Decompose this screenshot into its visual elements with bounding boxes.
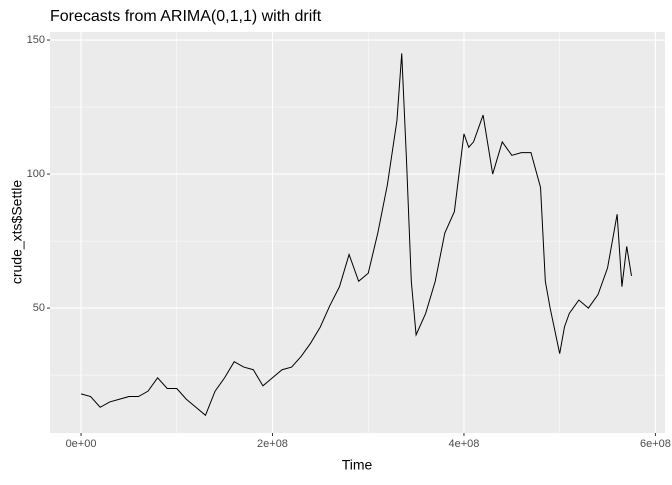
x-tick-label: 6e+08: [640, 438, 671, 450]
panel: [50, 32, 665, 433]
y-axis-title: crude_xts$Settle: [9, 180, 25, 284]
x-tick-label: 2e+08: [257, 438, 288, 450]
x-tick-label: 0e+00: [66, 438, 97, 450]
y-tick-label: 150: [27, 34, 45, 46]
line: [80, 53, 632, 417]
y-tick-label: 100: [27, 168, 45, 180]
y-tick-label: 50: [33, 302, 45, 314]
x-tick-label: 4e+08: [449, 438, 480, 450]
x-axis-title: Time: [342, 457, 373, 473]
chart-title: Forecasts from ARIMA(0,1,1) with drift: [50, 8, 322, 25]
